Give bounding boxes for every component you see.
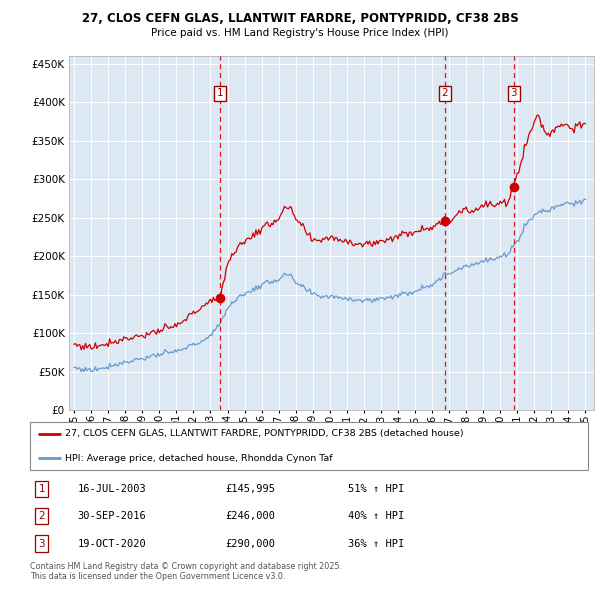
Text: £246,000: £246,000 (226, 512, 275, 521)
Text: Price paid vs. HM Land Registry's House Price Index (HPI): Price paid vs. HM Land Registry's House … (151, 28, 449, 38)
Text: 1: 1 (217, 88, 223, 98)
Text: 51% ↑ HPI: 51% ↑ HPI (348, 484, 404, 494)
Text: 16-JUL-2003: 16-JUL-2003 (77, 484, 146, 494)
Text: 27, CLOS CEFN GLAS, LLANTWIT FARDRE, PONTYPRIDD, CF38 2BS (detached house): 27, CLOS CEFN GLAS, LLANTWIT FARDRE, PON… (65, 430, 464, 438)
Text: 1: 1 (38, 484, 45, 494)
Text: Contains HM Land Registry data © Crown copyright and database right 2025.: Contains HM Land Registry data © Crown c… (30, 562, 342, 571)
Text: 2: 2 (38, 512, 45, 521)
Text: HPI: Average price, detached house, Rhondda Cynon Taf: HPI: Average price, detached house, Rhon… (65, 454, 333, 463)
Text: This data is licensed under the Open Government Licence v3.0.: This data is licensed under the Open Gov… (30, 572, 286, 581)
Text: £145,995: £145,995 (226, 484, 275, 494)
Text: 3: 3 (38, 539, 45, 549)
Text: 27, CLOS CEFN GLAS, LLANTWIT FARDRE, PONTYPRIDD, CF38 2BS: 27, CLOS CEFN GLAS, LLANTWIT FARDRE, PON… (82, 12, 518, 25)
Text: 2: 2 (442, 88, 448, 98)
Text: 19-OCT-2020: 19-OCT-2020 (77, 539, 146, 549)
Text: 36% ↑ HPI: 36% ↑ HPI (348, 539, 404, 549)
FancyBboxPatch shape (30, 422, 588, 470)
Text: 30-SEP-2016: 30-SEP-2016 (77, 512, 146, 521)
Text: 3: 3 (511, 88, 517, 98)
Text: £290,000: £290,000 (226, 539, 275, 549)
Text: 40% ↑ HPI: 40% ↑ HPI (348, 512, 404, 521)
